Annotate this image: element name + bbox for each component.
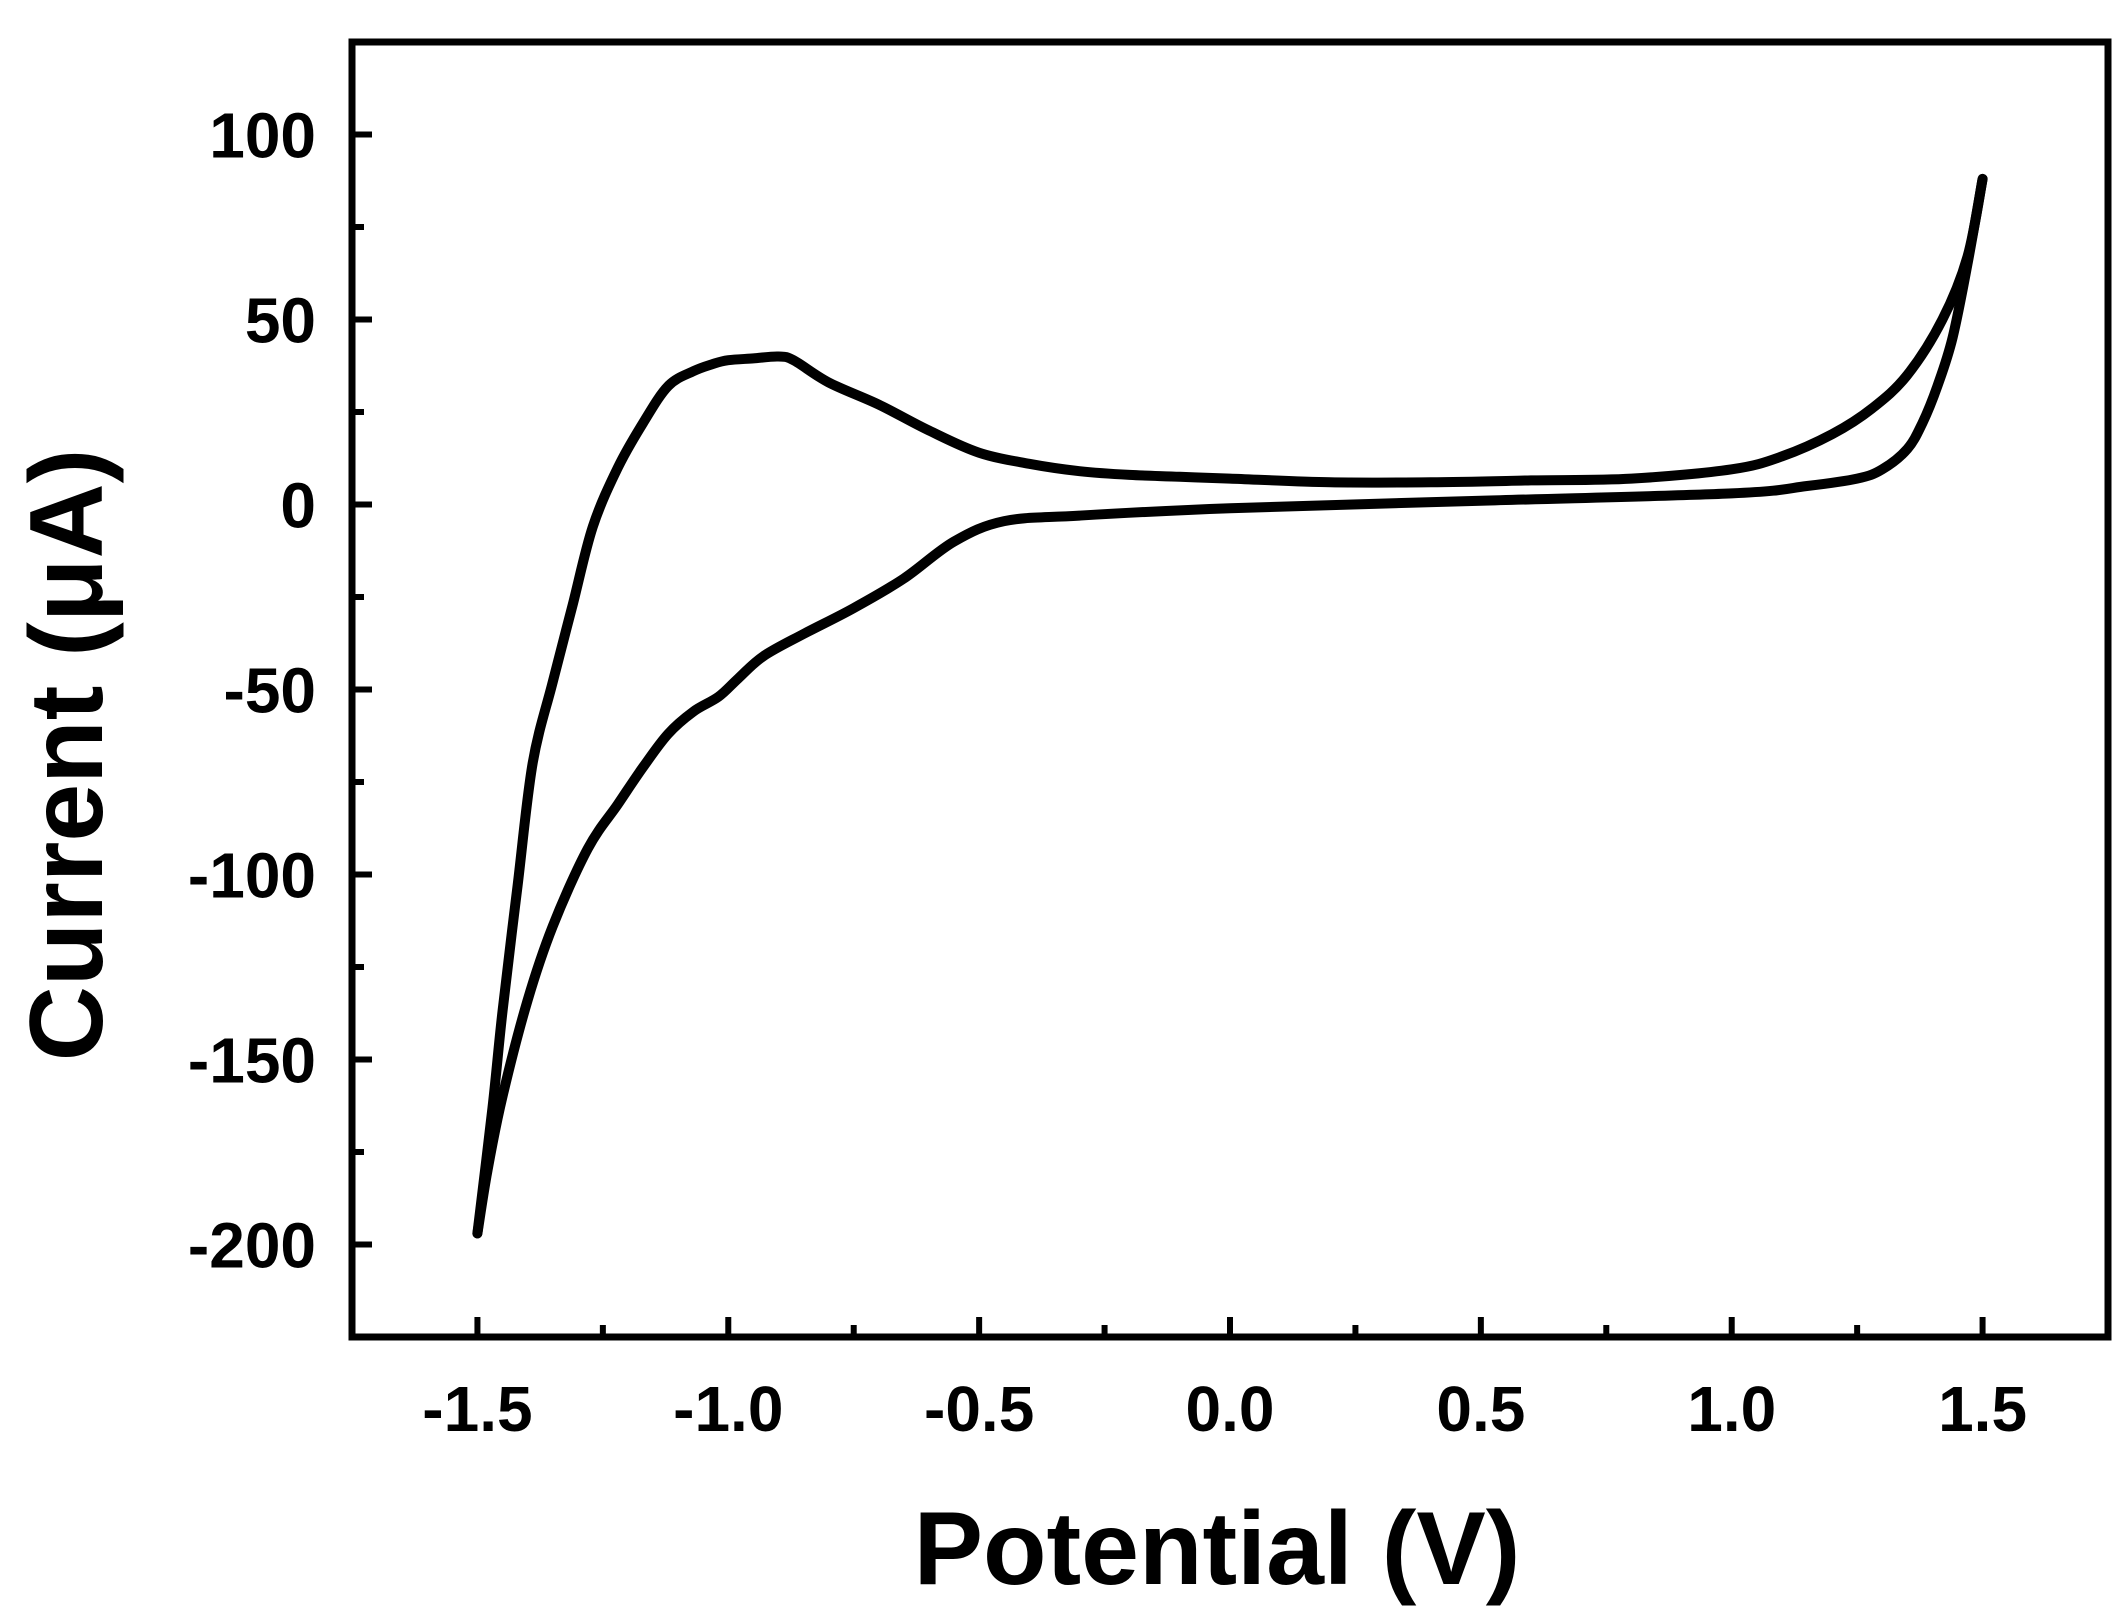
- x-tick-label: 0.5: [1436, 1373, 1525, 1445]
- x-tick-label: 1.0: [1687, 1373, 1776, 1445]
- cv-curve-lower: [472, 173, 1988, 1239]
- y-tick-label: -100: [188, 840, 316, 912]
- x-tick-label: -0.5: [924, 1373, 1034, 1445]
- plot-frame: [348, 38, 2112, 1341]
- y-axis-title: Current (μA): [9, 449, 125, 1061]
- y-tick-label: -150: [188, 1025, 316, 1097]
- x-tick-label: 1.5: [1938, 1373, 2027, 1445]
- y-tick-label: 100: [209, 100, 316, 172]
- y-tick-label: -50: [224, 655, 317, 727]
- x-tick-label: -1.5: [422, 1373, 532, 1445]
- x-tick-label: -1.0: [673, 1373, 783, 1445]
- y-tick-label: -200: [188, 1210, 316, 1282]
- y-tick-label: 50: [245, 285, 316, 357]
- cv-curve-upper: [472, 173, 1988, 1239]
- x-axis-title: Potential (V): [914, 1491, 1521, 1607]
- y-tick-label: 0: [280, 470, 316, 542]
- x-tick-label: 0.0: [1186, 1373, 1275, 1445]
